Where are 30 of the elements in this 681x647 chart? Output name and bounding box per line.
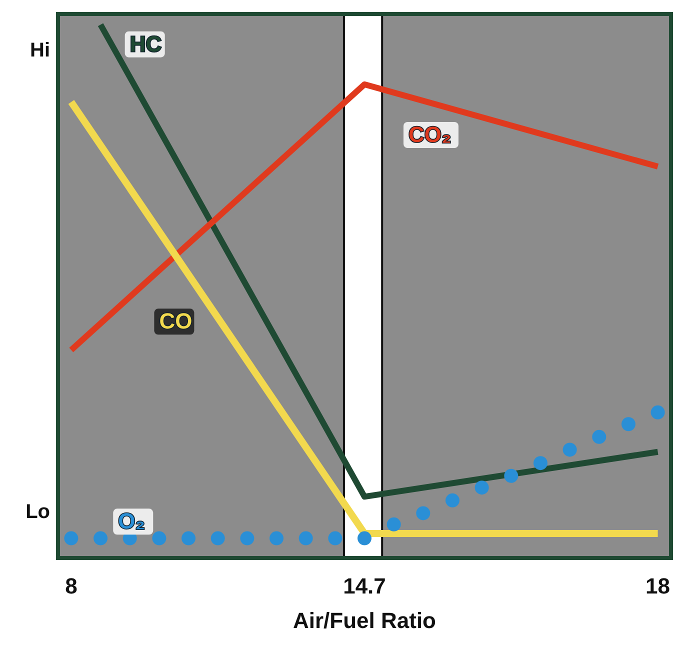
point [621,417,636,432]
point [94,531,108,546]
x-axis-title: Air/Fuel Ratio [292,608,436,633]
point [474,480,489,495]
point [504,468,518,483]
series-label: HC [130,31,162,56]
point [533,456,548,470]
series-label: O₂ [118,508,146,534]
point [592,430,606,444]
point [298,531,313,546]
text: Hi [30,40,50,62]
point [562,442,577,457]
point [240,531,254,546]
point [182,531,196,546]
x-tick-label: 18 [646,574,670,599]
x-tick-label: 8 [65,574,78,599]
point [416,506,430,520]
point [358,531,372,546]
point [328,531,342,546]
point [152,531,166,546]
series-label: CO₂ [408,122,452,147]
point [445,493,460,508]
point [210,531,225,546]
point [386,517,401,532]
x-tick-label: 14.7 [343,574,386,599]
point [64,531,78,546]
point [650,405,665,420]
text: Lo [26,501,50,523]
point [270,531,284,546]
series-label: CO [159,308,192,334]
